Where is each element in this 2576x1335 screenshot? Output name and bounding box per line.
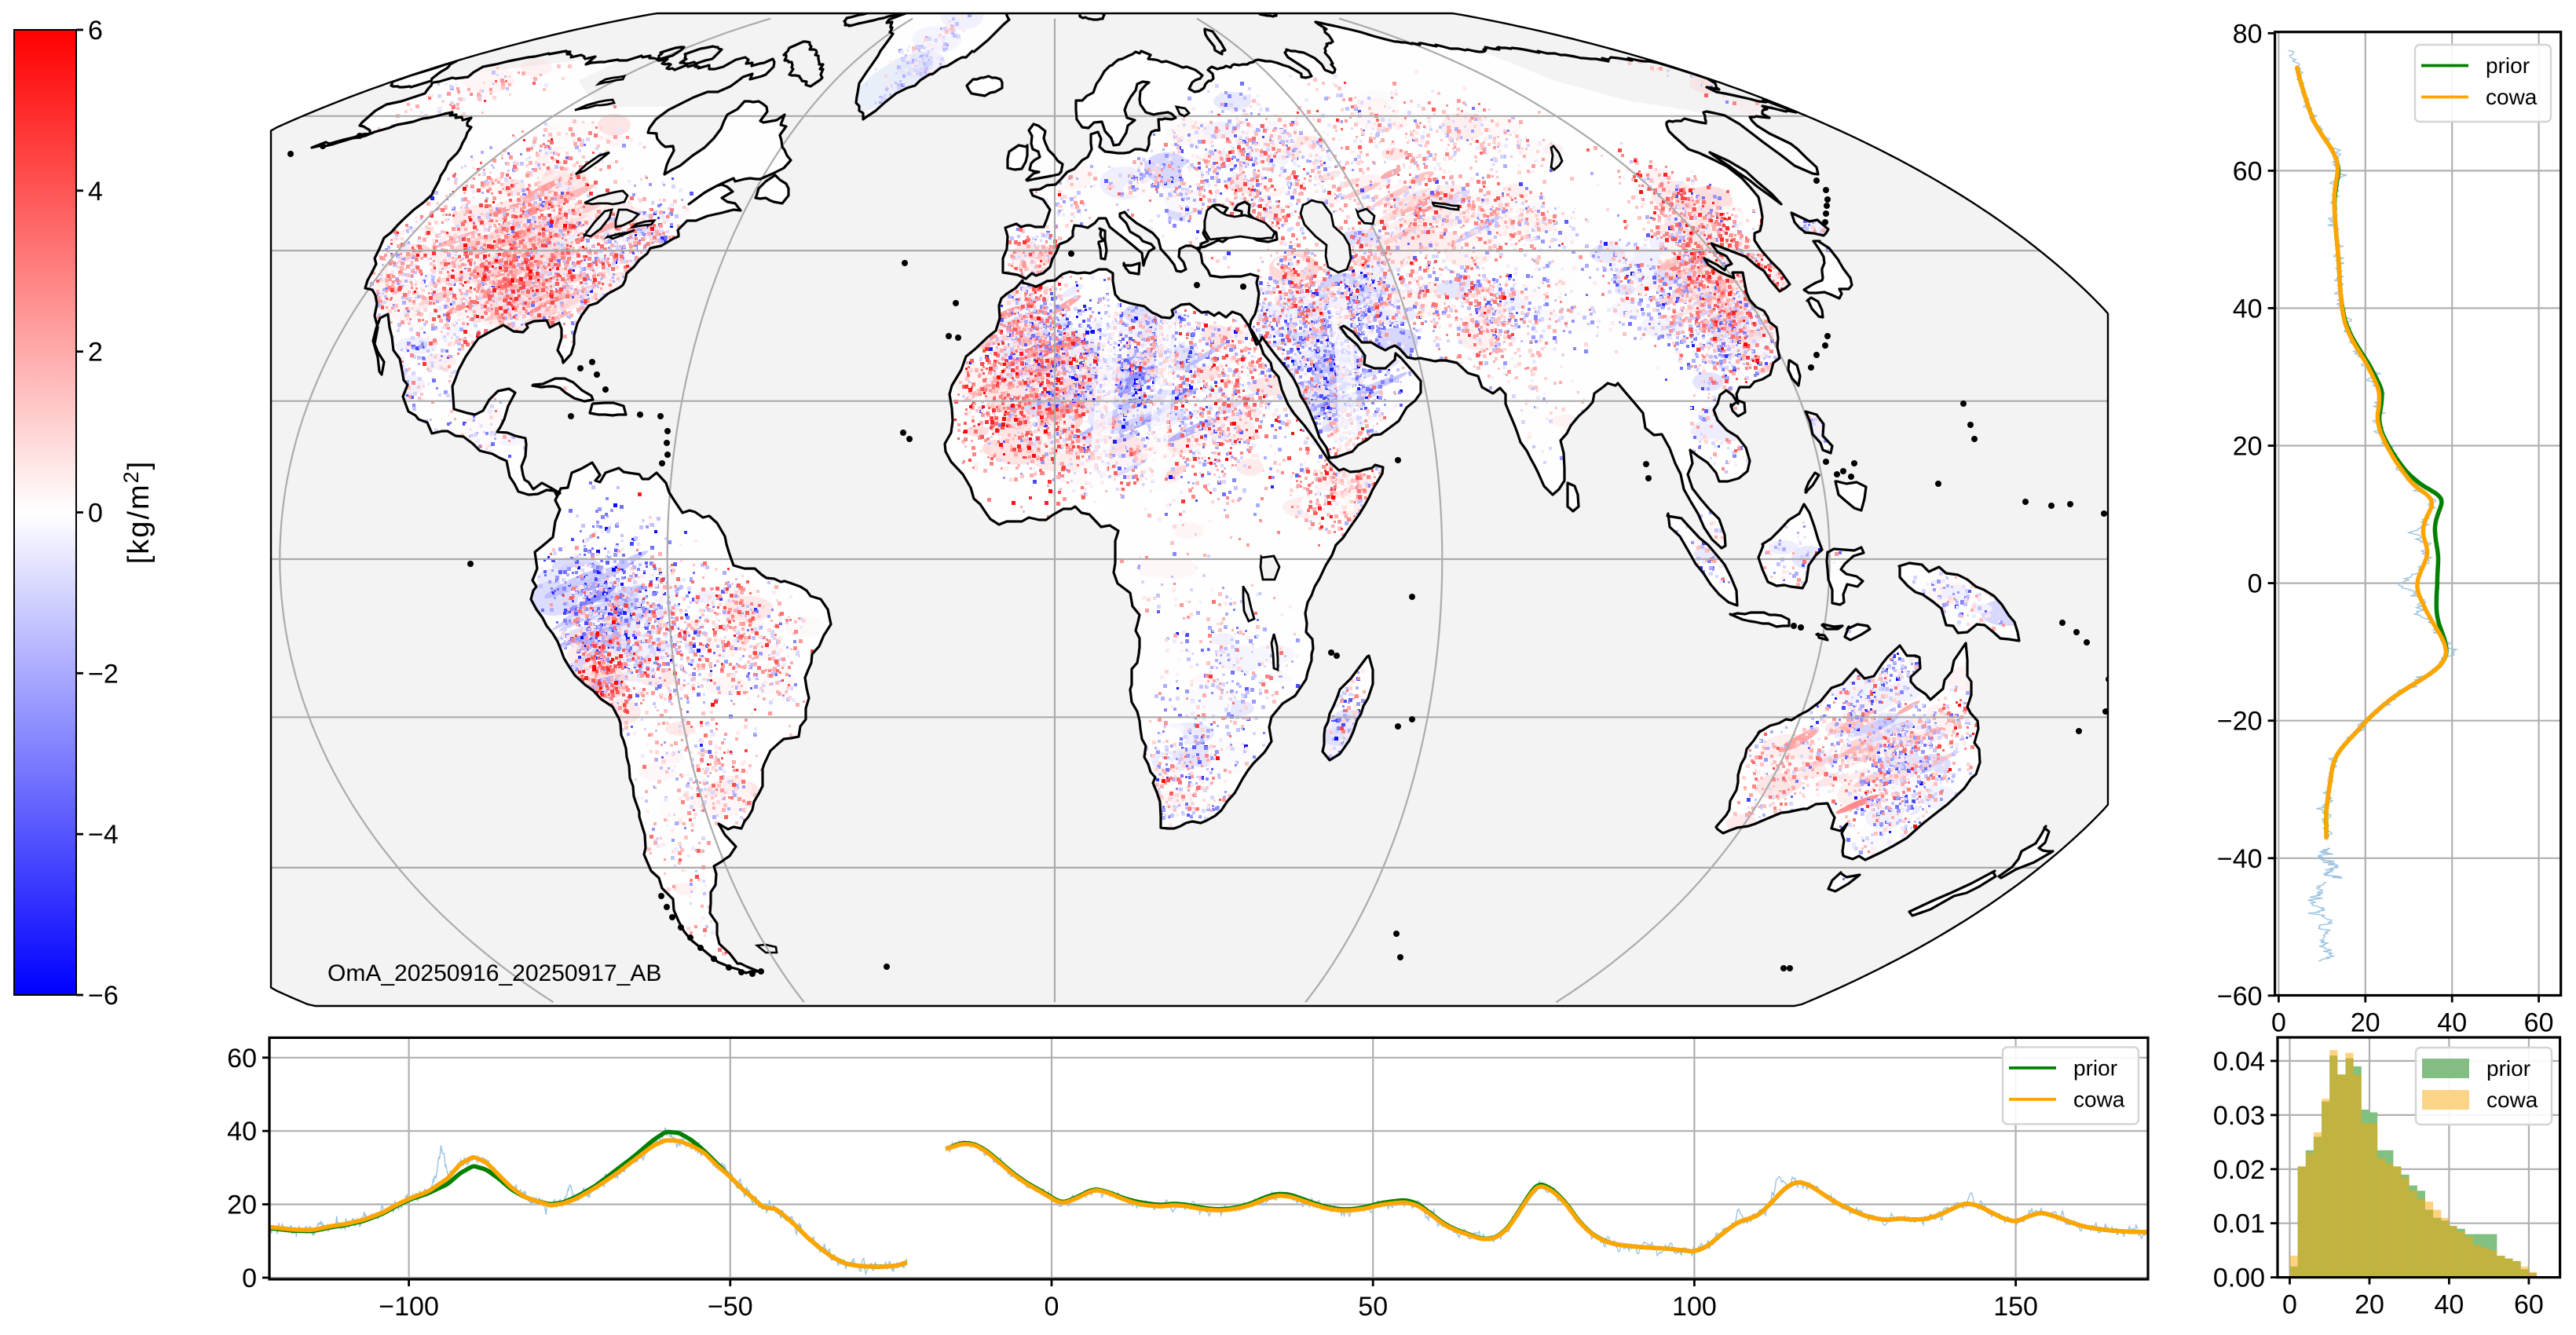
svg-text:100: 100 (1672, 1292, 1717, 1322)
svg-text:−20: −20 (2217, 707, 2263, 737)
svg-text:80: 80 (2233, 19, 2263, 49)
svg-text:40: 40 (2434, 1290, 2464, 1320)
svg-text:0: 0 (88, 499, 103, 529)
svg-text:prior: prior (2073, 1055, 2117, 1080)
svg-text:4: 4 (88, 177, 103, 207)
svg-text:6: 6 (88, 16, 103, 46)
svg-text:0: 0 (242, 1264, 257, 1293)
svg-text:50: 50 (1358, 1292, 1388, 1322)
svg-text:60: 60 (2524, 1008, 2554, 1038)
svg-text:−40: −40 (2217, 844, 2263, 874)
svg-text:20: 20 (2355, 1290, 2384, 1320)
svg-text:20: 20 (2351, 1008, 2380, 1038)
svg-text:2: 2 (88, 338, 103, 368)
svg-text:0.03: 0.03 (2213, 1101, 2265, 1131)
svg-text:0.00: 0.00 (2213, 1264, 2265, 1293)
svg-text:0: 0 (1045, 1292, 1059, 1322)
svg-text:cowa: cowa (2486, 1088, 2538, 1112)
svg-text:cowa: cowa (2073, 1087, 2125, 1111)
svg-text:60: 60 (227, 1044, 257, 1073)
svg-text:40: 40 (2233, 294, 2263, 324)
svg-text:0: 0 (2282, 1290, 2297, 1320)
svg-text:−60: −60 (2217, 982, 2263, 1011)
svg-text:−2: −2 (88, 659, 119, 689)
svg-text:20: 20 (227, 1191, 257, 1220)
svg-text:−50: −50 (708, 1292, 753, 1322)
svg-text:150: 150 (1993, 1292, 2038, 1322)
svg-text:cowa: cowa (2486, 85, 2538, 109)
svg-text:−100: −100 (379, 1292, 439, 1322)
svg-text:40: 40 (2437, 1008, 2467, 1038)
svg-text:60: 60 (2233, 156, 2263, 186)
svg-text:40: 40 (227, 1117, 257, 1147)
svg-text:0.04: 0.04 (2213, 1047, 2265, 1077)
svg-text:0.02: 0.02 (2213, 1155, 2265, 1185)
svg-text:60: 60 (2514, 1290, 2544, 1320)
svg-text:20: 20 (2233, 432, 2263, 462)
svg-text:−6: −6 (88, 981, 119, 1011)
svg-text:0: 0 (2248, 569, 2263, 599)
svg-text:OmA_20250916_20250917_AB: OmA_20250916_20250917_AB (327, 960, 661, 986)
svg-text:prior: prior (2486, 1056, 2530, 1081)
svg-text:0: 0 (2271, 1008, 2286, 1038)
svg-text:prior: prior (2486, 53, 2530, 78)
svg-text:0.01: 0.01 (2213, 1209, 2265, 1239)
svg-text:−4: −4 (88, 820, 119, 850)
